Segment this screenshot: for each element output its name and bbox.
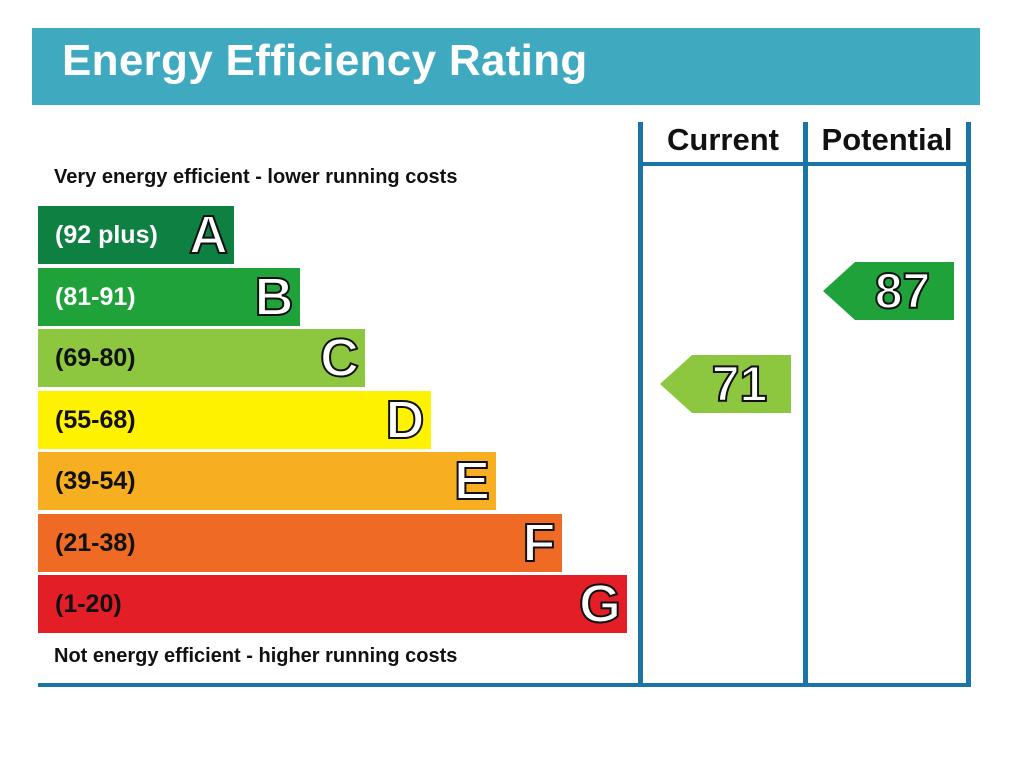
band-range-label: (21-38) [55, 528, 136, 557]
band-range-label: (92 plus) [55, 221, 158, 249]
band-letter-label: B [254, 266, 295, 327]
band-a: (92 plus) A [38, 205, 234, 265]
rating-arrow-shape [660, 355, 791, 413]
band-d: (55-68) D [38, 389, 431, 450]
column-header-current: Current [667, 122, 779, 157]
band-f: (21-38) F [38, 512, 562, 573]
chart-title: Energy Efficiency Rating [62, 36, 588, 85]
rating-arrow-body [823, 262, 954, 320]
band-letter-label: C [319, 328, 360, 388]
rating-arrow-potential: 87 [823, 262, 954, 320]
top-caption: Very energy efficient - lower running co… [54, 166, 458, 188]
band-range-label: (39-54) [55, 467, 136, 495]
band-g: (1-20) G [38, 574, 627, 634]
band-range-label: (81-91) [55, 282, 136, 311]
band-letter-label: A [188, 205, 229, 265]
rating-value: 87 [874, 262, 932, 320]
band-letter-label: G [578, 574, 622, 634]
band-b: (81-91) B [38, 266, 300, 327]
band-e: (39-54) E [38, 451, 496, 511]
band-range-label: (69-80) [55, 344, 136, 372]
band-range-label: (55-68) [55, 405, 136, 434]
rating-arrow-shape [823, 262, 954, 320]
column-header-potential: Potential [821, 122, 953, 157]
frame-line-bottom [38, 683, 971, 687]
rating-value: 71 [711, 355, 769, 413]
rating-arrow-current: 71 [660, 355, 791, 413]
frame-line-right [966, 122, 971, 686]
rating-arrow-body [660, 355, 791, 413]
band-letter-label: F [522, 512, 557, 573]
frame-line-left [638, 122, 643, 686]
title-banner: Energy Efficiency Rating [32, 28, 980, 105]
band-range-label: (1-20) [55, 590, 122, 618]
band-letter-label: D [385, 389, 426, 450]
column-header-divider [643, 162, 966, 166]
frame-line-middle [803, 122, 808, 686]
bottom-caption: Not energy efficient - higher running co… [54, 645, 458, 667]
band-c: (69-80) C [38, 328, 365, 388]
band-letter-label: E [453, 451, 491, 511]
